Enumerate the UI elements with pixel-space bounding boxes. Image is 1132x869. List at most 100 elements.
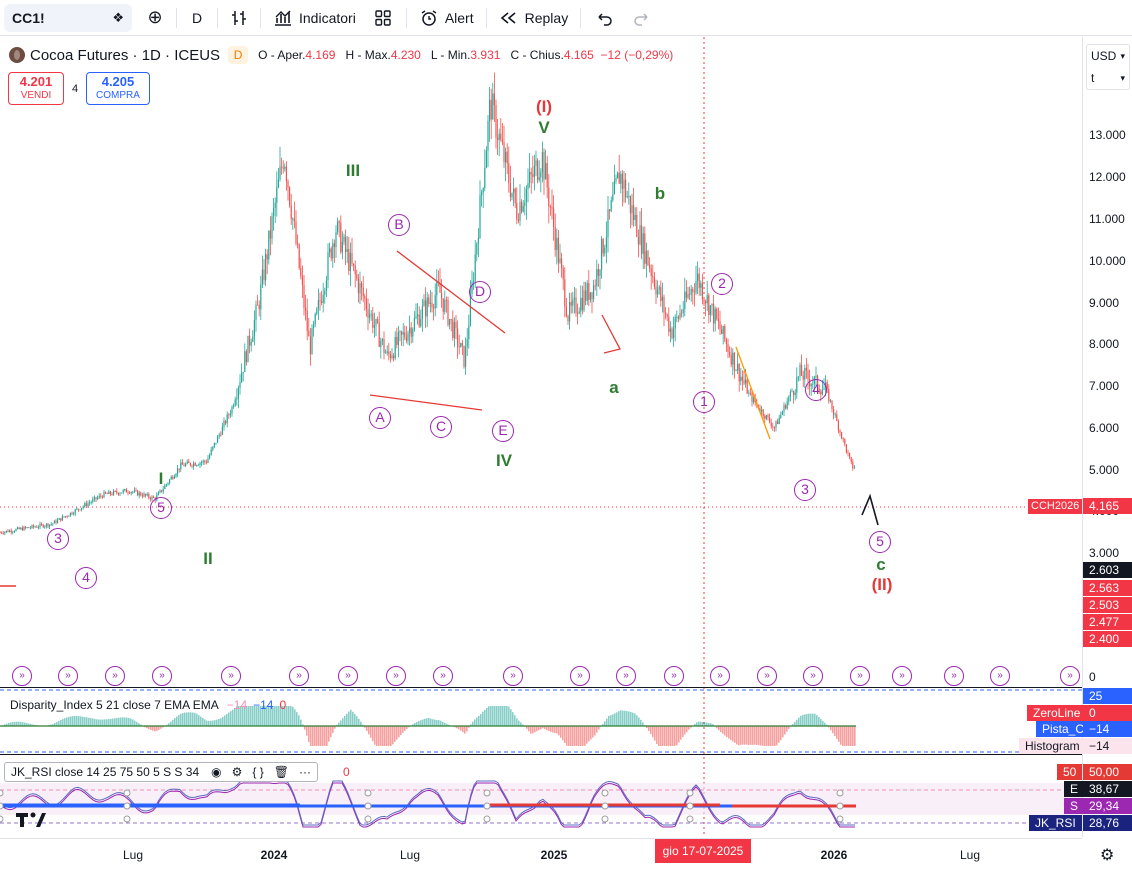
sell-button[interactable]: 4.201 VENDI (8, 72, 64, 105)
event-marker-icon[interactable]: » (58, 666, 78, 686)
event-marker-icon[interactable]: » (892, 666, 912, 686)
rsi-cross-marker (836, 815, 844, 823)
event-marker-icon[interactable]: » (710, 666, 730, 686)
histogram-bar (6, 723, 8, 726)
price-axis[interactable]: 13.000 12.000 11.000 10.000 9.000 8.000 7.000 6… (1082, 37, 1132, 837)
templates-button[interactable] (368, 4, 398, 32)
candle-body (324, 290, 326, 295)
more-icon[interactable]: ··· (298, 765, 311, 779)
event-marker-icon[interactable]: » (152, 666, 172, 686)
candle-body (0, 532, 1, 534)
indicators-button[interactable]: Indicatori (269, 4, 360, 32)
rsi-cross-marker (686, 789, 694, 797)
histogram-bar (300, 719, 302, 726)
event-marker-icon[interactable]: » (850, 666, 870, 686)
candle-body (277, 179, 279, 188)
candle-body (66, 516, 68, 517)
time-axis[interactable]: Lug 2024 Lug 2025 2026 Lug (0, 838, 1082, 869)
candle-body (541, 151, 543, 173)
histogram-bar (350, 709, 352, 726)
candle-body (252, 336, 254, 342)
histogram-bar (544, 726, 546, 730)
redo-button[interactable] (627, 4, 657, 32)
histogram-bar (106, 719, 108, 726)
chart-type-button[interactable] (226, 4, 252, 32)
alert-button[interactable]: Alert (415, 4, 478, 32)
candle-body (327, 252, 329, 281)
event-marker-icon[interactable]: » (338, 666, 358, 686)
candle-body (77, 508, 79, 510)
candle-body (519, 202, 521, 221)
candle-body (468, 325, 470, 340)
currency-row[interactable]: USD ▾ (1087, 45, 1129, 67)
currency-select[interactable]: USD ▾ t ▾ (1086, 44, 1130, 90)
histogram-bar (834, 726, 836, 737)
candle-body (740, 376, 742, 382)
candle-body (589, 292, 591, 300)
price-chart[interactable] (0, 37, 1082, 837)
candle-body (82, 506, 84, 508)
candle-body (161, 490, 163, 492)
settings-icon[interactable]: ⚙ (231, 765, 243, 779)
wave-circle-C: C (430, 416, 452, 438)
price-tick: 11.000 (1089, 212, 1125, 226)
event-marker-icon[interactable]: » (616, 666, 636, 686)
histogram-bar (682, 726, 684, 738)
histogram-bar (722, 726, 724, 734)
interval-button[interactable]: D (185, 4, 209, 32)
histogram-bar (294, 709, 296, 726)
histogram-bar (416, 721, 418, 726)
histogram-bar (414, 723, 416, 726)
event-marker-icon[interactable]: » (990, 666, 1010, 686)
event-marker-icon[interactable]: » (664, 666, 684, 686)
event-marker-icon[interactable]: » (221, 666, 241, 686)
candle-body (295, 221, 297, 244)
histogram-bar (488, 706, 490, 726)
candle-body (399, 331, 401, 333)
histogram-bar (640, 719, 642, 726)
candle-body (636, 214, 638, 237)
event-marker-icon[interactable]: » (433, 666, 453, 686)
event-marker-icon[interactable]: » (503, 666, 523, 686)
event-marker-icon[interactable]: » (105, 666, 125, 686)
add-symbol-button[interactable]: ⊕ (142, 4, 168, 32)
event-marker-icon[interactable]: » (944, 666, 964, 686)
rsi-legend[interactable]: JK_RSI close 14 25 75 50 5 S S 34 ◉ ⚙ { … (4, 762, 318, 782)
code-icon[interactable]: { } (252, 765, 264, 779)
symbol-search-button[interactable]: CC1! ❖ (4, 3, 132, 32)
histogram-bar (10, 722, 12, 726)
buy-button[interactable]: 4.205 COMPRA (86, 72, 150, 105)
trash-icon[interactable]: 🗑 (273, 765, 289, 779)
event-marker-icon[interactable]: » (757, 666, 777, 686)
rsi-cross-marker (483, 815, 491, 823)
candle-body (689, 294, 691, 295)
event-marker-icon[interactable]: » (1060, 666, 1080, 686)
event-marker-icon[interactable]: » (570, 666, 590, 686)
disparity-pane[interactable]: Disparity_Index 5 21 close 7 EMA EMA −14… (0, 687, 1082, 754)
candle-body (375, 319, 377, 326)
unit-row[interactable]: t ▾ (1087, 67, 1129, 89)
candle-body (762, 409, 764, 416)
event-marker-icon[interactable]: » (12, 666, 32, 686)
candle-body (204, 460, 206, 462)
high-value: 4.230 (390, 48, 421, 62)
candle-body (305, 307, 307, 311)
histogram-bar (430, 718, 432, 726)
event-marker-icon[interactable]: » (386, 666, 406, 686)
event-marker-icon[interactable]: » (803, 666, 823, 686)
chart-settings-icon[interactable]: ⚙ (1100, 847, 1115, 864)
event-marker-icon[interactable]: » (289, 666, 309, 686)
histogram-bar (112, 718, 114, 726)
candle-body (26, 527, 28, 529)
rsi-pane[interactable]: JK_RSI close 14 25 75 50 5 S S 34 ◉ ⚙ { … (0, 754, 1082, 838)
undo-button[interactable] (589, 4, 619, 32)
histogram-bar (12, 722, 14, 726)
rsi-cross-marker (364, 815, 372, 823)
candle-body (532, 174, 534, 177)
candle-body (474, 254, 476, 282)
replay-button[interactable]: Replay (495, 4, 573, 32)
projection-arrow (861, 493, 879, 526)
candle-body (685, 291, 687, 298)
redo-icon (634, 12, 648, 26)
eye-icon[interactable]: ◉ (211, 765, 222, 779)
